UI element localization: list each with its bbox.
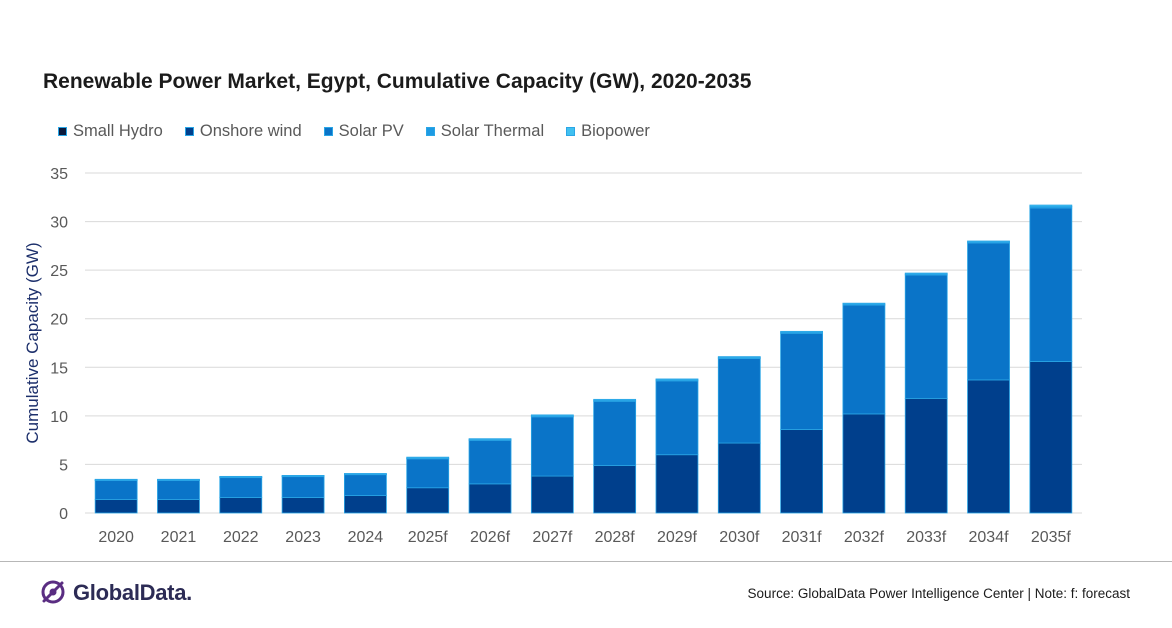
y-tick-label: 0 xyxy=(59,506,68,523)
bar-segment xyxy=(717,356,761,358)
bar-segment xyxy=(94,479,138,500)
bar-segment xyxy=(219,475,263,478)
bar-segment xyxy=(530,414,574,417)
bar-segment xyxy=(904,274,948,399)
bar-segment xyxy=(468,483,512,514)
bar-segment xyxy=(655,380,699,456)
bar-segment xyxy=(1029,207,1073,362)
y-tick-label: 25 xyxy=(50,263,68,280)
bar-segment xyxy=(655,454,699,514)
bar-segment xyxy=(842,304,886,415)
legend-label: Onshore wind xyxy=(199,121,302,140)
chart-title: Renewable Power Market, Egypt, Cumulativ… xyxy=(43,70,752,93)
bar-segment xyxy=(967,242,1010,381)
bar-segment xyxy=(780,429,823,514)
legend-item: Biopower xyxy=(566,122,650,141)
x-tick-label: 2021 xyxy=(161,529,197,546)
bar-segment xyxy=(780,330,823,333)
bar-chart: 0 5 10 15 20 25 30 35 Cumulative Capacity (GW) 20… xyxy=(23,166,1082,546)
bar-segment xyxy=(281,475,325,498)
x-tick-label: 2022 xyxy=(223,529,259,546)
legend-item: Onshore wind xyxy=(184,121,302,141)
bar-segment xyxy=(1029,361,1073,514)
bar-segment xyxy=(406,456,450,459)
bar-segment xyxy=(1029,204,1073,207)
y-axis-label: Cumulative Capacity (GW) xyxy=(23,242,42,443)
bar-segment xyxy=(219,476,263,498)
bar-segment xyxy=(406,487,450,514)
y-tick-label: 20 xyxy=(50,312,68,329)
footer-divider xyxy=(0,561,1172,562)
x-tick-label: 2033f xyxy=(906,529,947,546)
x-tick-label: 2026f xyxy=(470,529,511,546)
bar-segment xyxy=(655,378,699,381)
bar-segment xyxy=(94,498,138,514)
y-tick-label: 30 xyxy=(50,215,68,232)
legend-label: Small Hydro xyxy=(73,121,163,140)
x-tick-label: 2029f xyxy=(657,529,698,546)
bar-segment xyxy=(842,302,886,305)
globaldata-logo[interactable]: GlobalData. xyxy=(40,579,192,607)
bar-segment xyxy=(717,358,761,444)
bar-segment xyxy=(281,497,325,514)
bar-segment xyxy=(530,416,574,477)
source-note: Source: GlobalData Power Intelligence Ce… xyxy=(747,586,1130,601)
x-tick-label: 2034f xyxy=(969,529,1010,546)
x-tick-label: 2030f xyxy=(719,529,760,546)
legend-label: Biopower xyxy=(581,121,650,140)
bar-segment xyxy=(593,400,637,466)
legend-swatch xyxy=(566,126,576,136)
x-tick-label: 2024 xyxy=(348,529,384,546)
bar-segment xyxy=(468,438,512,441)
x-tick-label: 2020 xyxy=(98,529,134,546)
logo-text: GlobalData. xyxy=(73,580,192,605)
legend-item: Small Hydro xyxy=(58,122,163,141)
x-tick-label: 2032f xyxy=(844,529,885,546)
x-tick-label: 2035f xyxy=(1031,529,1072,546)
legend-swatch xyxy=(425,126,435,136)
bar-segment xyxy=(904,397,948,514)
x-tick-label: 2027f xyxy=(532,529,573,546)
x-tick-label: 2025f xyxy=(408,529,449,546)
bar-segment xyxy=(344,473,387,496)
legend-item: Solar PV xyxy=(323,121,404,141)
legend-label: Solar PV xyxy=(338,121,404,140)
legend-item: Solar Thermal xyxy=(425,121,545,141)
bar-segment xyxy=(219,497,263,514)
bar-segment xyxy=(281,475,325,477)
bar-segment xyxy=(967,379,1010,514)
bar-segment xyxy=(530,475,574,514)
bar-segment xyxy=(344,473,387,475)
bar-segment xyxy=(967,240,1010,243)
bar-segment xyxy=(593,398,637,401)
bar-segment xyxy=(593,464,637,514)
y-tick-label: 10 xyxy=(50,409,68,426)
y-tick-label: 35 xyxy=(50,166,68,183)
bar-segment xyxy=(842,413,886,514)
legend-swatch xyxy=(58,126,67,136)
bar-segment xyxy=(157,479,200,500)
y-tick-label: 15 xyxy=(50,360,68,377)
bar-segment xyxy=(406,458,450,489)
bar-segment xyxy=(94,478,138,481)
y-tick-label: 5 xyxy=(59,457,68,474)
bar-segment xyxy=(717,442,761,514)
bar-segment xyxy=(780,332,823,430)
bar-segment xyxy=(344,495,387,514)
bar-segment xyxy=(157,478,200,481)
x-tick-label: 2031f xyxy=(782,529,823,546)
legend-swatch xyxy=(323,126,333,136)
bar-segment xyxy=(157,498,200,514)
legend-label: Solar Thermal xyxy=(440,121,545,140)
bar-segment xyxy=(904,272,948,275)
globaldata-logo-icon xyxy=(41,580,65,604)
chart-legend: Small Hydro Onshore wind Solar PV Solar The… xyxy=(58,121,672,141)
legend-swatch xyxy=(184,126,194,136)
x-tick-label: 2023 xyxy=(285,529,321,546)
x-tick-label: 2028f xyxy=(595,529,636,546)
bar-segment xyxy=(468,439,512,485)
